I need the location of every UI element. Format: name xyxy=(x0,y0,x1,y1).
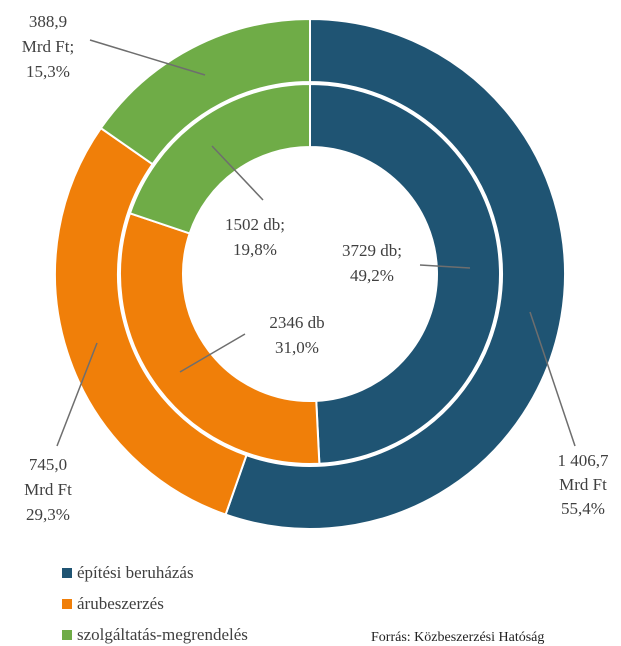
leader-line xyxy=(419,264,471,269)
data-label: 2346 db xyxy=(269,313,324,332)
data-label: Mrd Ft xyxy=(24,480,72,499)
donut-segment xyxy=(309,82,501,465)
data-label: Mrd Ft xyxy=(559,475,607,494)
data-label: 1502 db; xyxy=(225,215,285,234)
donut-segment xyxy=(99,17,311,166)
data-label: 1 406,7 xyxy=(558,451,610,470)
data-label: 19,8% xyxy=(233,240,277,259)
data-label: Mrd Ft; xyxy=(22,37,74,56)
legend-swatch xyxy=(62,630,72,640)
leader-line xyxy=(179,333,246,373)
donut-segment xyxy=(128,82,311,235)
legend-label: építési beruházás xyxy=(77,563,194,582)
legend-swatch xyxy=(62,599,72,609)
data-label: 745,0 xyxy=(29,455,67,474)
data-label: 15,3% xyxy=(26,62,70,81)
donut-segment xyxy=(119,212,321,465)
legend-label: szolgáltatás-megrendelés xyxy=(77,625,248,644)
legend-swatch xyxy=(62,568,72,578)
data-label: 29,3% xyxy=(26,505,70,524)
data-label: 31,0% xyxy=(275,338,319,357)
leader-line xyxy=(211,145,264,201)
donut-segment xyxy=(54,126,248,516)
leader-line xyxy=(529,311,576,447)
data-label: 55,4% xyxy=(561,499,605,518)
leader-line xyxy=(89,39,206,76)
source: Forrás: Közbeszerzési Hatóság xyxy=(371,630,544,645)
leader-line xyxy=(56,342,98,447)
legend-label: árubeszerzés xyxy=(77,594,164,613)
data-label: 3729 db; xyxy=(342,241,402,260)
data-label: 49,2% xyxy=(350,266,394,285)
data-label: 388,9 xyxy=(29,12,67,31)
donut-segment xyxy=(224,17,566,530)
